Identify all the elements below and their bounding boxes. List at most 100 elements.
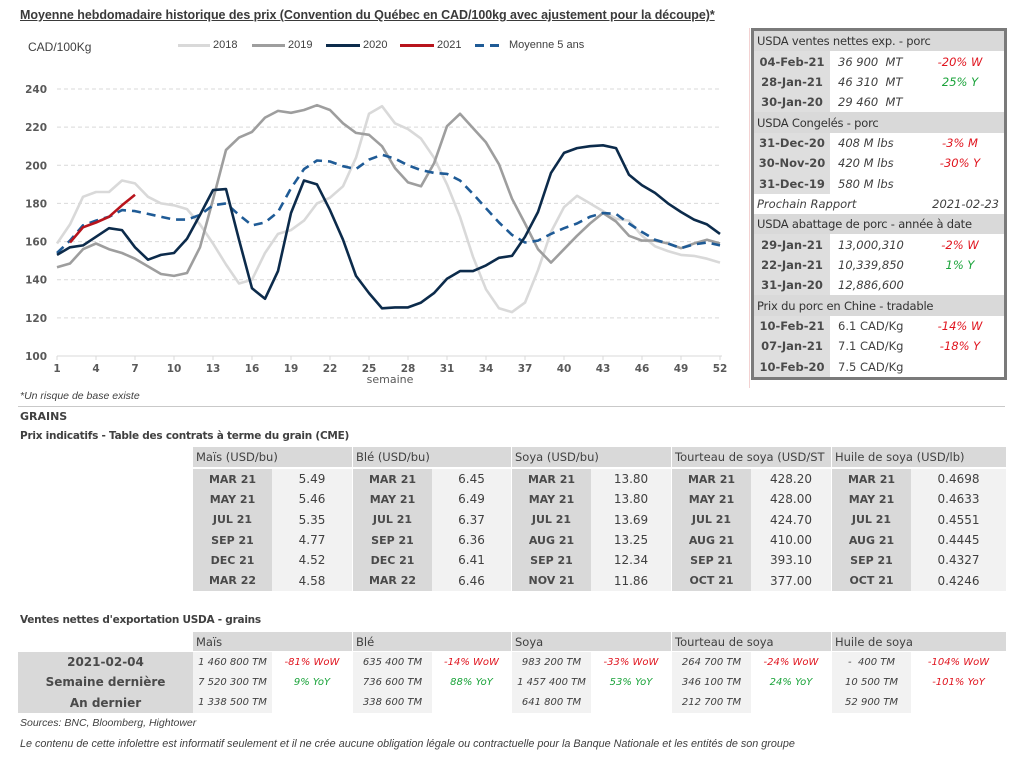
contract-month: MAY 21 — [352, 489, 432, 510]
section-title: Prix du porc en Chine - tradable — [757, 298, 934, 313]
exports-table-title: Ventes nettes d'exportation USDA - grain… — [20, 614, 261, 626]
panel-row: 30-Jan-20 29 460 MT — [754, 92, 1004, 113]
row-change: -2% W — [941, 237, 979, 252]
export-change: 53% YoY — [591, 672, 671, 693]
chart-border — [749, 28, 750, 388]
row-label: 2021-02-04 — [67, 655, 144, 670]
panel-row: 31-Dec-20 408 M lbs -3% M — [754, 132, 1004, 154]
contract-price: 4.52 — [272, 550, 352, 571]
section-title: USDA Congelés - porc — [757, 115, 879, 130]
contract-month: MAR 21 — [831, 469, 911, 490]
x-tick-label: 28 — [401, 363, 416, 375]
panel-section-header: USDA Congelés - porc — [754, 112, 1004, 133]
series-line-moyenne-5-ans — [56, 153, 721, 254]
export-volume: 1 460 800 TM — [193, 652, 272, 673]
contract-month: SEP 21 — [352, 529, 432, 551]
legend-label: Moyenne 5 ans — [509, 39, 585, 51]
panel-row: 31-Jan-20 12,886,600 — [754, 275, 1004, 296]
x-tick-label: 13 — [206, 363, 221, 375]
contract-month: MAR 21 — [511, 469, 591, 490]
contract-month: OCT 21 — [671, 570, 751, 591]
export-change: -81% WoW — [272, 652, 352, 673]
export-volume: - 400 TM — [831, 652, 911, 673]
contract-month: DEC 21 — [352, 550, 432, 571]
row-change: 1% Y — [945, 257, 975, 272]
panel-row: 10-Feb-20 7.5 CAD/Kg — [754, 356, 1004, 377]
contract-price: 4.58 — [272, 570, 352, 591]
panel-section-header: USDA ventes nettes exp. - porc — [754, 31, 1004, 52]
export-volume: 212 700 TM — [671, 692, 751, 713]
panel-section-header: Prix du porc en Chine - tradable — [754, 295, 1004, 316]
futures-header-mais: Maïs (USD/bu) — [193, 447, 352, 467]
contract-month: JUL 21 — [671, 509, 751, 530]
next-report-row: Prochain Rapport 2021-02-23 — [754, 194, 1004, 214]
contract-month: MAY 21 — [193, 489, 272, 510]
price-chart: 100 120 140 160 180 200 220 240 1 4 7 10 13 16 19 22 25 2… — [25, 84, 727, 375]
contract-price: 393.10 — [751, 550, 831, 571]
futures-header-huile: Huile de soya (USD/lb) — [831, 447, 1006, 467]
row-value: 408 M lbs — [838, 135, 894, 150]
contract-price: 428.00 — [751, 489, 831, 510]
contract-price: 13.69 — [591, 509, 671, 530]
contract-price: 6.41 — [432, 550, 511, 571]
futures-header-soya: Soya (USD/bu) — [511, 447, 671, 467]
contract-price: 0.4633 — [911, 489, 1006, 510]
exports-header-ble: Blé — [352, 632, 511, 651]
legend-swatch — [326, 43, 360, 47]
series-line-2019 — [56, 103, 721, 278]
contract-price: 0.4698 — [911, 469, 1006, 490]
contract-price: 11.86 — [591, 570, 671, 591]
contract-month: NOV 21 — [511, 570, 591, 591]
x-axis-label: semaine — [366, 373, 414, 386]
contract-price: 13.25 — [591, 529, 671, 551]
panel-row: 10-Feb-21 6.1 CAD/Kg -14% W — [754, 315, 1004, 337]
series-line-2018 — [55, 104, 721, 314]
x-tick-label: 49 — [674, 363, 689, 375]
contract-month: MAR 22 — [352, 570, 432, 591]
contract-month: AUG 21 — [831, 529, 911, 551]
row-value: 29 460 MT — [838, 95, 903, 110]
row-date: 22-Jan-21 — [754, 254, 830, 276]
futures-table-title: Prix indicatifs - Table des contrats à t… — [20, 430, 350, 442]
chart-title: Moyenne hebdomadaire historique des prix… — [20, 8, 715, 22]
contract-price: 0.4445 — [911, 529, 1006, 551]
export-change: -24% WoW — [751, 652, 831, 673]
y-tick-label: 100 — [25, 351, 47, 363]
y-tick-label: 140 — [25, 275, 47, 287]
contract-price: 13.80 — [591, 489, 671, 510]
y-tick-label: 200 — [25, 160, 47, 172]
y-tick-label: 240 — [25, 84, 47, 96]
row-value: 46 310 MT — [838, 74, 903, 89]
row-date: 30-Nov-20 — [754, 153, 830, 174]
contract-month: SEP 21 — [831, 550, 911, 571]
panel-row: 28-Jan-21 46 310 MT 25% Y — [754, 71, 1004, 93]
legend-item-2020: 2020 — [326, 38, 387, 52]
contract-price: 5.35 — [272, 509, 352, 530]
exports-header-mais: Maïs — [193, 632, 352, 651]
export-change: -33% WoW — [591, 652, 671, 673]
futures-header-ble: Blé (USD/bu) — [352, 447, 511, 467]
panel-section-header: USDA abattage de porc - année à date — [754, 214, 1004, 235]
x-tick-label: 16 — [245, 363, 260, 375]
export-volume: 736 600 TM — [352, 672, 432, 693]
futures-header-tourteau: Tourteau de soya (USD/ST — [671, 447, 831, 467]
legend-item-2021: 2021 — [400, 38, 461, 52]
section-title: USDA ventes nettes exp. - porc — [757, 34, 931, 49]
contract-price: 5.49 — [272, 469, 352, 490]
panel-row: 30-Nov-20 420 M lbs -30% Y — [754, 153, 1004, 174]
row-change: -20% W — [937, 54, 983, 69]
exports-table: Maïs Blé Soya Tourteau de soya Huile de … — [193, 632, 1006, 713]
contract-month: MAY 21 — [511, 489, 591, 510]
contract-month: OCT 21 — [831, 570, 911, 591]
series-line-2020 — [56, 144, 721, 310]
contract-month: SEP 21 — [671, 550, 751, 571]
x-tick-label: 22 — [323, 363, 338, 375]
row-change: 25% Y — [941, 74, 979, 89]
row-date: 29-Jan-21 — [754, 234, 830, 255]
row-date: 07-Jan-21 — [754, 336, 830, 357]
contract-price: 5.46 — [272, 489, 352, 510]
y-tick-label: 160 — [25, 237, 47, 249]
disclaimer: Le contenu de cette infolettre est infor… — [20, 738, 795, 750]
x-tick-label: 1 — [53, 363, 60, 375]
panel-row: 07-Jan-21 7.1 CAD/Kg -18% Y — [754, 336, 1004, 357]
